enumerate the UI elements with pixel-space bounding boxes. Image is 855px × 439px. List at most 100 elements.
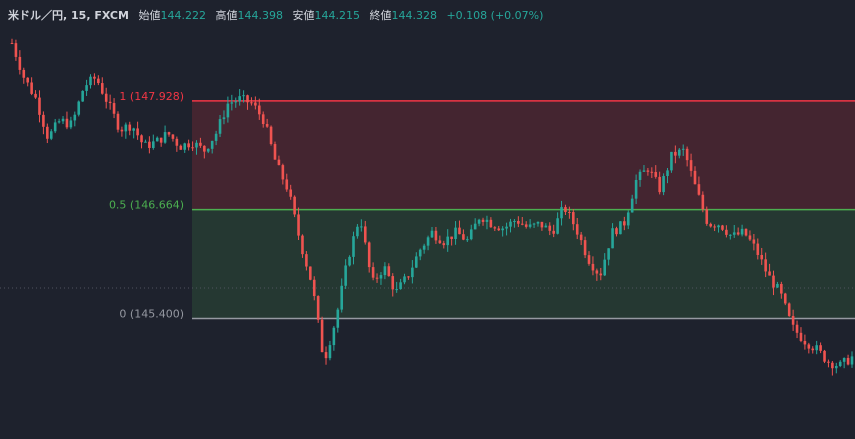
candle-body: [619, 221, 622, 235]
candle-body: [379, 275, 383, 279]
candle-body: [823, 350, 826, 362]
candle-body: [517, 220, 520, 224]
candle-body: [623, 221, 626, 226]
candle-body: [222, 117, 226, 120]
candle-body: [705, 209, 709, 224]
candle-body: [587, 255, 591, 264]
candle-body: [772, 275, 775, 288]
candle-body: [14, 43, 18, 57]
candle-body: [73, 114, 77, 121]
fib-label-1: 1 (147.928): [119, 90, 184, 103]
candle-body: [218, 119, 222, 134]
candle-body: [603, 259, 607, 276]
candle-body: [269, 126, 273, 145]
candle-body: [155, 137, 159, 142]
candle-body: [120, 129, 124, 132]
candle-body: [674, 151, 677, 156]
candle-body: [658, 176, 661, 193]
candle-body: [152, 141, 155, 148]
candle-body: [254, 102, 257, 106]
candle-body: [466, 239, 469, 241]
candle-body: [363, 226, 367, 243]
candle-body: [411, 267, 414, 278]
candle-body: [97, 78, 100, 84]
open-value: 144.222: [160, 9, 206, 22]
candle-body: [473, 223, 477, 230]
candle-body: [485, 219, 489, 222]
candle-body: [548, 225, 552, 231]
candle-body: [257, 105, 261, 115]
candle-body: [768, 271, 771, 276]
candle-body: [579, 234, 583, 241]
candle-body: [611, 228, 614, 249]
candle-body: [128, 124, 132, 131]
candle-body: [568, 212, 571, 214]
candle-body: [159, 137, 163, 143]
candle-body: [791, 315, 795, 325]
candle-body: [234, 101, 238, 103]
candle-body: [426, 237, 430, 246]
candle-body: [277, 159, 281, 166]
candle-body: [309, 266, 312, 280]
candle-body: [418, 249, 422, 257]
candle-body: [634, 179, 638, 199]
fib-retracement[interactable]: [0, 100, 855, 320]
candle-body: [469, 229, 473, 240]
candle-body: [336, 309, 340, 328]
candle-body: [748, 235, 752, 240]
candle-body: [273, 144, 277, 160]
candle-body: [701, 194, 705, 210]
candle-body: [583, 240, 587, 256]
candle-body: [30, 82, 33, 94]
candle-body: [391, 276, 395, 290]
candle-body: [281, 165, 285, 180]
candle-body: [116, 113, 120, 130]
candle-body: [399, 282, 402, 290]
candle-body: [638, 171, 642, 180]
candle-body: [811, 348, 815, 351]
high-value: 144.398: [237, 9, 283, 22]
change-value: +0.108 (+0.07%): [446, 9, 544, 22]
fib-zone-lower: [192, 209, 855, 319]
candle-body: [481, 219, 485, 222]
candle-body: [717, 225, 720, 228]
candle-body: [171, 134, 175, 139]
candle-body: [831, 362, 834, 369]
candle-body: [803, 340, 807, 345]
candle-body: [834, 365, 838, 369]
candle-body: [230, 102, 234, 104]
candle-body: [285, 179, 289, 190]
candle-body: [214, 133, 218, 141]
candle-body: [662, 176, 665, 193]
candle-body: [18, 56, 22, 70]
candle-body: [191, 147, 194, 149]
candle-body: [740, 228, 744, 235]
candle-body: [206, 148, 210, 152]
candle-body: [626, 212, 630, 226]
candle-body: [148, 141, 151, 148]
candle-body: [670, 151, 673, 171]
candle-body: [352, 236, 355, 257]
candle-body: [136, 128, 139, 136]
close-value: 144.328: [391, 9, 437, 22]
candle-body: [838, 361, 842, 366]
candle-body: [344, 265, 347, 286]
candle-body: [846, 357, 850, 365]
candle-body: [654, 172, 658, 177]
candle-body: [505, 226, 508, 229]
candle-body: [434, 230, 438, 241]
candle-body: [560, 207, 563, 219]
candle-body: [356, 226, 359, 237]
candle-body: [422, 245, 426, 250]
candle-body: [458, 227, 461, 235]
candle-body: [599, 273, 603, 276]
candle-body: [493, 227, 497, 229]
candle-body: [677, 149, 681, 156]
candle-body: [403, 276, 406, 283]
candle-body: [630, 198, 634, 213]
candle-body: [387, 266, 391, 277]
candle-body: [787, 303, 791, 316]
candle-body: [42, 114, 45, 127]
